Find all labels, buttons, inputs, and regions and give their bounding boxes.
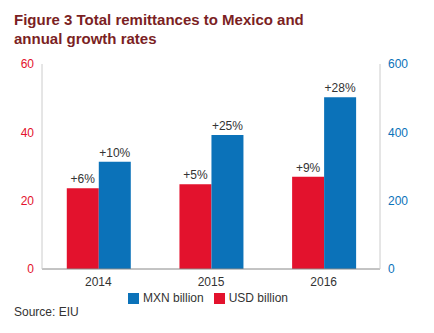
svg-text:+10%: +10% (99, 146, 130, 160)
svg-text:2015: 2015 (198, 275, 225, 289)
html-text:Source: EIU: Source: EIU (14, 305, 79, 319)
svg-text:+5%: +5% (183, 168, 208, 182)
html-text:MXN billion: MXN billion (143, 291, 204, 305)
svg-text:+25%: +25% (212, 119, 243, 133)
svg-text:200: 200 (388, 194, 408, 208)
svg-text:2014: 2014 (85, 275, 112, 289)
html-text:USD billion: USD billion (228, 291, 288, 305)
svg-text:600: 600 (388, 57, 408, 71)
svg-text:0: 0 (388, 262, 395, 276)
svg-text:+28%: +28% (325, 81, 356, 95)
svg-text:60: 60 (21, 57, 35, 71)
svg-text:2016: 2016 (310, 275, 337, 289)
svg-text:400: 400 (388, 126, 408, 140)
svg-text:+9%: +9% (296, 161, 321, 175)
html-text:Figure 3 Total remittances to: Figure 3 Total remittances to Mexico and… (14, 11, 304, 47)
svg-text:0: 0 (27, 262, 34, 276)
svg-text:40: 40 (21, 126, 35, 140)
svg-text:20: 20 (21, 194, 35, 208)
svg-text:+6%: +6% (71, 172, 96, 186)
